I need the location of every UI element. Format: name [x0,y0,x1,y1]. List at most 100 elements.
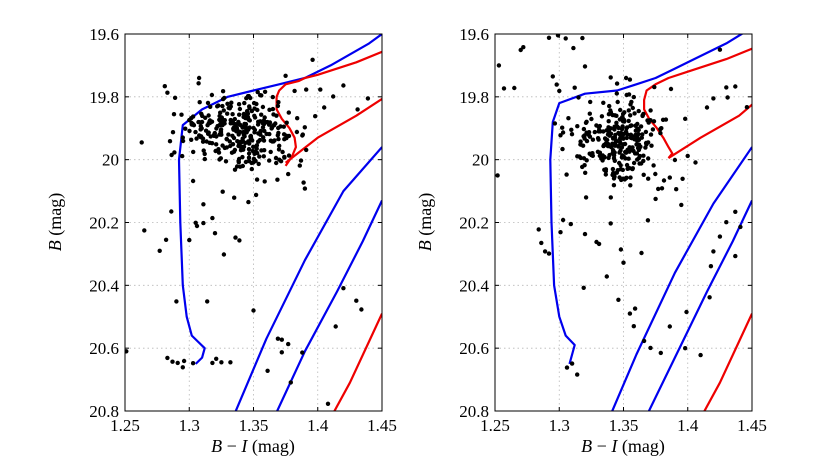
left-star-point [237,106,243,112]
left-star-point [275,336,281,341]
right-star-point [575,124,580,129]
right-star-point [618,107,623,113]
left-star-point [200,139,206,144]
left-star-point [257,154,262,159]
right-star-point [581,134,586,139]
left-star-point [247,141,252,146]
left-star-point [209,92,215,98]
right-star-point [640,132,645,137]
left-star-point [196,75,202,81]
right-star-point [618,163,623,168]
right-star-point [634,142,639,147]
left-star-point [260,125,266,130]
left-star-point [226,132,231,137]
left-star-point [237,238,242,243]
left-star-point [255,89,260,95]
left-series [125,34,382,411]
right-star-point [602,155,607,160]
left-x-tick-label: 1.3 [179,416,200,435]
right-star-point [626,108,631,113]
left-star-point [214,126,219,131]
left-star-point [247,104,252,109]
left-star-point [220,89,226,94]
right-star-point [611,171,616,176]
right-red-isochrone-lower [667,103,752,160]
right-x-tick-label: 1.35 [609,416,639,435]
right-star-point [744,105,750,110]
right-star-point [628,113,633,118]
left-star-point [276,100,281,105]
left-star-point [219,360,224,365]
left-star-point [201,202,206,207]
left-star-point [170,359,175,364]
right-star-point [649,143,654,148]
left-star-point [224,136,229,142]
right-x-axis-label: B − I (mag) [581,436,665,457]
right-star-point [711,96,716,101]
right-star-point [648,108,653,113]
right-star-point [614,91,619,96]
right-star-point [632,306,638,311]
right-star-point [616,297,621,302]
left-star-point [157,248,162,253]
right-star-point [641,158,646,164]
right-star-point [608,195,613,200]
left-star-point [232,116,237,122]
right-star-point [644,142,649,147]
right-star-point [648,118,653,123]
right-star-point [578,142,583,147]
left-star-point [267,107,272,113]
left-star-point [200,136,206,141]
right-star-point [614,138,619,144]
right-star-point [733,209,738,214]
left-star-point [365,96,371,101]
left-star-point [276,125,281,131]
right-star-point [571,45,576,51]
right-star-point [501,86,507,91]
right-star-point [672,157,678,163]
left-star-point [244,109,250,114]
right-star-point [586,132,591,137]
right-star-point [603,172,608,177]
right-x-tick-label: 1.25 [480,416,510,435]
right-star-point [606,119,611,124]
left-star-point [251,125,256,131]
right-star-point [569,361,575,366]
left-star-point [231,149,237,154]
left-star-point [169,209,174,214]
right-star-point [667,175,672,180]
right-star-point [576,95,581,100]
right-series [495,34,752,411]
left-star-point [180,135,185,140]
right-star-point [617,150,622,155]
left-star-point [165,355,170,361]
left-star-point [277,143,282,148]
right-star-point [616,130,621,136]
left-star-point [207,140,212,145]
left-star-point [189,116,194,121]
left-star-point [333,324,338,329]
left-star-point [277,157,282,162]
right-star-point [683,116,688,122]
left-red-lower-line [333,313,382,411]
right-star-point [616,144,621,149]
left-star-point [254,177,260,182]
right-star-point [668,86,674,92]
left-star-point [220,96,226,102]
left-star-point [260,104,266,110]
left-ticks: 1.25 1.3 1.35 1.4 1.45 19.6 19.8 20 20.2 20.4 20.6… [89,25,397,435]
left-star-point [284,133,289,138]
right-star-point [558,230,563,235]
left-star-point [254,143,260,148]
right-star-point [597,150,603,155]
left-y-tick-label: 20.6 [89,339,119,358]
left-star-point [251,308,256,313]
right-star-point [583,170,588,175]
left-star-point [163,237,169,242]
left-star-point [218,156,223,161]
left-star-point [202,156,207,162]
left-star-point [240,154,245,160]
left-y-tick-label: 20.8 [89,402,119,421]
left-star-point [236,102,242,107]
